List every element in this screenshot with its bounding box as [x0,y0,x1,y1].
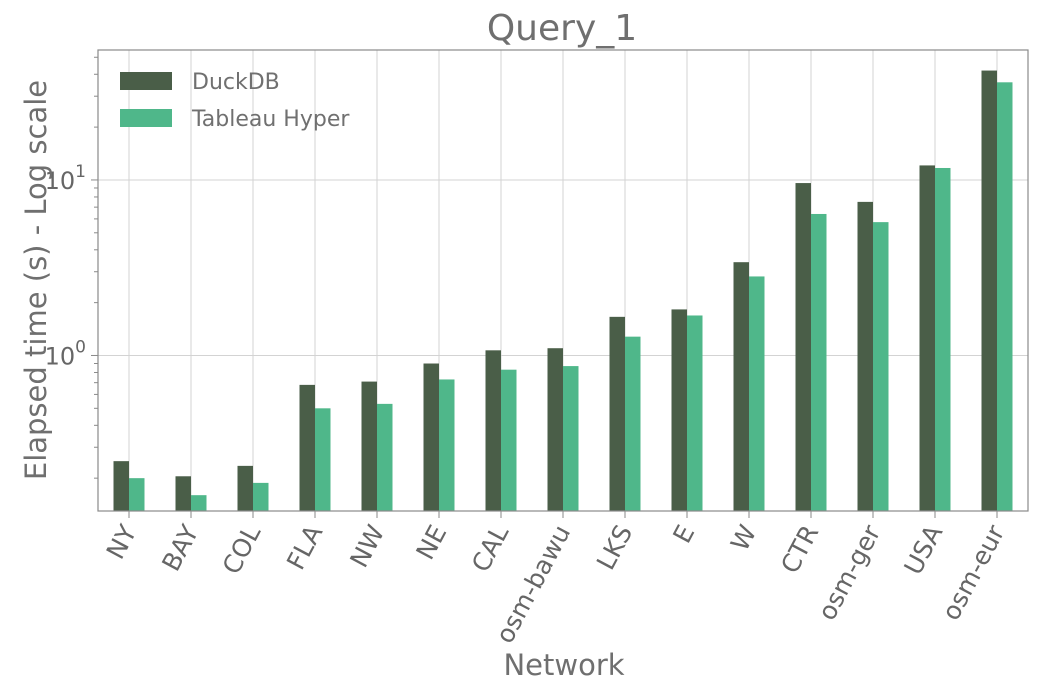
bar-tableau-hyper [563,366,579,511]
bar-tableau-hyper [129,478,145,511]
bar-tableau-hyper [687,315,703,511]
bar-tableau-hyper [811,213,827,511]
bar-duckdb [919,165,935,511]
chart-title: Query_1 [487,8,637,49]
bar-duckdb [113,461,129,511]
bar-duckdb [237,465,253,511]
bar-duckdb [175,476,191,511]
x-tick-label: LKS [591,520,638,574]
bar-duckdb [857,201,873,511]
bars-layer [113,70,1013,512]
bar-duckdb [361,381,377,511]
x-tick-label: FLA [281,520,328,574]
bar-tableau-hyper [501,369,517,511]
x-tick-label: COL [217,520,267,579]
bar-duckdb [485,350,501,511]
bar-tableau-hyper [935,167,951,511]
x-tick-label: CAL [466,520,514,576]
bar-tableau-hyper [191,495,207,511]
legend-label: Tableau Hyper [191,107,350,132]
bar-tableau-hyper [873,222,889,511]
x-tick-label: USA [898,520,948,579]
legend-swatch [120,72,172,90]
bar-tableau-hyper [377,403,393,511]
bar-duckdb [299,384,315,511]
y-tick-exponent: 0 [75,337,86,357]
bar-duckdb [795,183,811,511]
bar-duckdb [733,262,749,511]
legend-swatch [120,109,172,127]
bar-duckdb [981,70,997,512]
bar-duckdb [671,309,687,511]
x-tick-label: NE [410,520,452,564]
bar-tableau-hyper [749,276,765,511]
x-tick-label: BAY [156,520,204,576]
bar-tableau-hyper [315,408,331,511]
x-tick-label: W [725,520,762,555]
x-tick-label: NY [101,520,143,564]
y-tick-base: 10 [45,342,76,370]
x-axis-label: Network [503,648,624,682]
legend-label: DuckDB [192,70,280,95]
bar-tableau-hyper [439,379,455,511]
y-tick-exponent: 1 [75,162,86,182]
y-axis-label: Elapsed time (s) - Log scale [19,80,53,480]
x-tick-label: E [667,520,700,548]
bar-duckdb [423,363,439,511]
bar-tableau-hyper [625,336,641,511]
x-tick-label: CTR [775,520,824,578]
bar-tableau-hyper [253,482,269,511]
bar-tableau-hyper [997,82,1013,511]
bar-duckdb [609,316,625,511]
y-tick-label: 101 [45,162,86,195]
y-tick-label: 100 [45,337,86,370]
legend: DuckDB Tableau Hyper [120,70,350,132]
y-tick-base: 10 [45,167,76,195]
bar-duckdb [547,348,563,511]
x-tick-label: NW [344,520,390,572]
